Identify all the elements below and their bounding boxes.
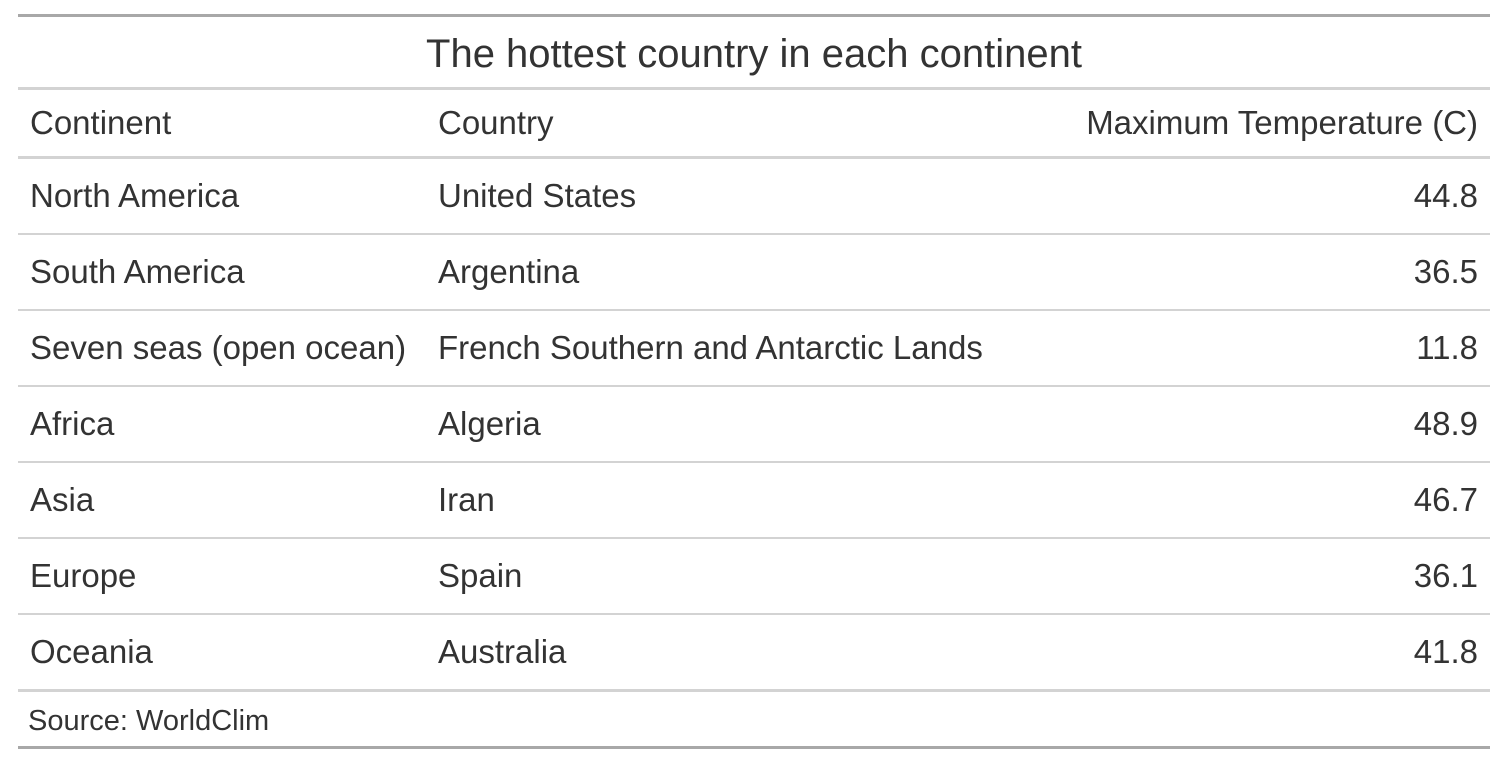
cell-continent: Africa xyxy=(30,405,115,442)
cell-country: United States xyxy=(438,177,637,214)
table-row: Oceania Australia 41.8 xyxy=(18,615,1490,692)
cell-country: Iran xyxy=(438,481,495,518)
cell-continent: Asia xyxy=(30,481,95,518)
table-row: South America Argentina 36.5 xyxy=(18,235,1490,311)
table-row: Africa Algeria 48.9 xyxy=(18,387,1490,463)
header-country: Country xyxy=(438,104,554,141)
table-top-rule xyxy=(18,14,1490,17)
cell-max-temperature: 48.9 xyxy=(1413,405,1478,442)
cell-country: Australia xyxy=(438,633,567,670)
cell-continent: Seven seas (open ocean) xyxy=(30,329,407,366)
cell-max-temperature: 46.7 xyxy=(1413,481,1478,518)
table-row: Asia Iran 46.7 xyxy=(18,463,1490,539)
cell-max-temperature: 41.8 xyxy=(1413,633,1478,670)
header-continent: Continent xyxy=(30,104,172,141)
table-row: Seven seas (open ocean) French Southern … xyxy=(18,311,1490,387)
cell-continent: Europe xyxy=(30,557,137,594)
table-row: Europe Spain 36.1 xyxy=(18,539,1490,615)
cell-max-temperature: 11.8 xyxy=(1416,329,1478,366)
data-table: The hottest country in each continent Co… xyxy=(18,14,1490,749)
cell-country: Spain xyxy=(438,557,523,594)
cell-max-temperature: 44.8 xyxy=(1413,177,1478,214)
header-max-temperature: Maximum Temperature (C) xyxy=(1086,104,1478,141)
cell-country: Argentina xyxy=(438,253,580,290)
cell-continent: South America xyxy=(30,253,245,290)
table-header-row: Continent Country Maximum Temperature (C… xyxy=(18,90,1490,159)
table-bottom-rule xyxy=(18,746,1490,749)
table-row: North America United States 44.8 xyxy=(18,159,1490,235)
source-note: Source: WorldClim xyxy=(28,705,270,737)
cell-max-temperature: 36.5 xyxy=(1413,253,1478,290)
cell-max-temperature: 36.1 xyxy=(1413,557,1478,594)
cell-country: Algeria xyxy=(438,405,541,442)
cell-continent: North America xyxy=(30,177,240,214)
cell-continent: Oceania xyxy=(30,633,153,670)
cell-country: French Southern and Antarctic Lands xyxy=(438,329,983,366)
table-title: The hottest country in each continent xyxy=(18,17,1490,90)
